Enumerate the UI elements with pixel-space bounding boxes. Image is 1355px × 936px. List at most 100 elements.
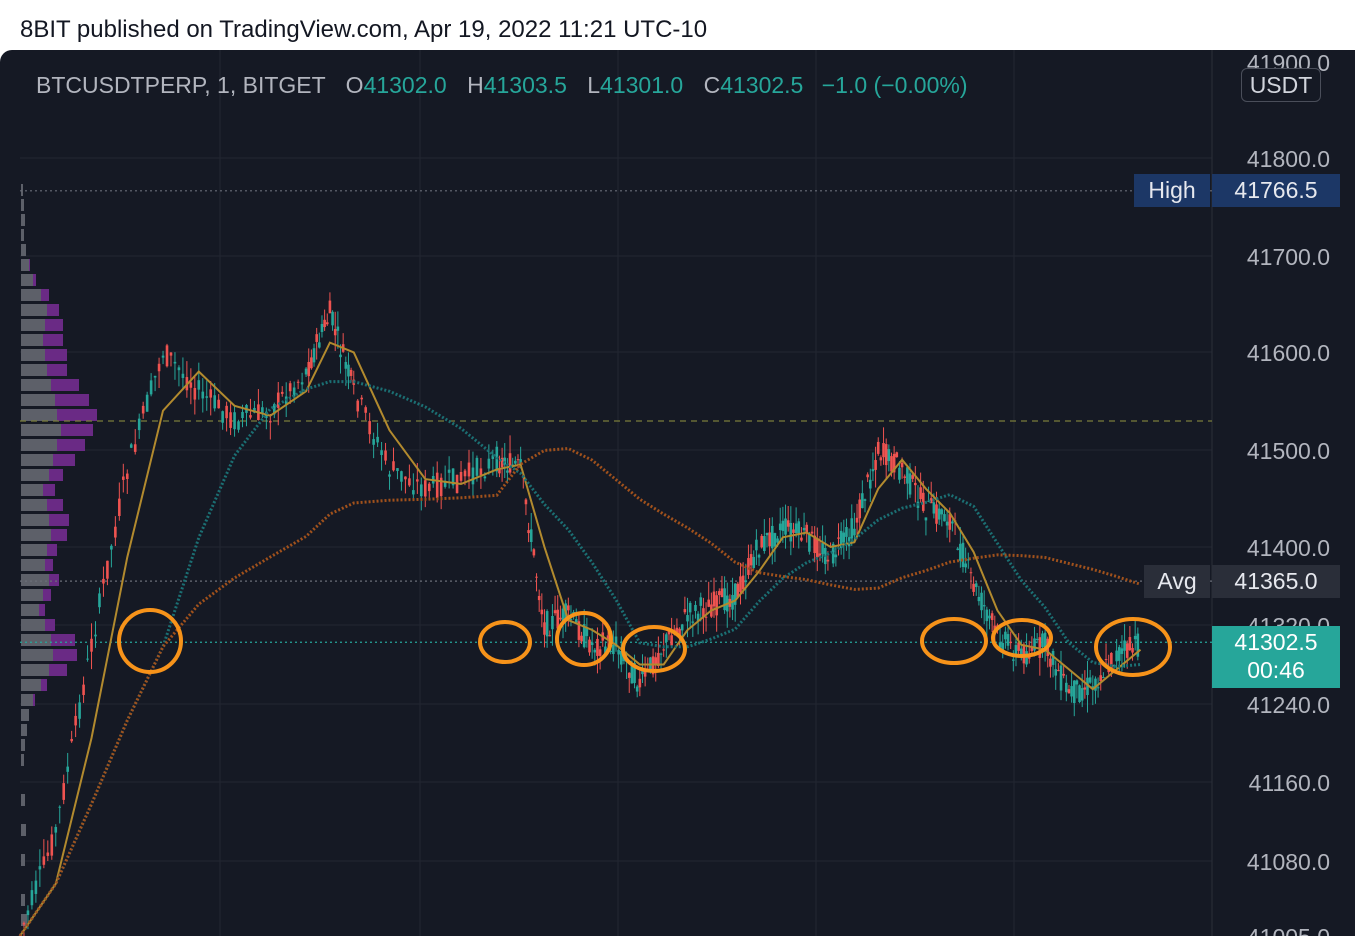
candle-body xyxy=(969,572,973,574)
candle-body xyxy=(312,348,316,363)
candle-body xyxy=(574,619,578,623)
candle-body xyxy=(556,609,560,629)
volume-profile-bar xyxy=(21,379,51,391)
chart-pane[interactable] xyxy=(0,50,1355,936)
candle-body xyxy=(90,638,93,652)
candle-body xyxy=(42,856,46,865)
volume-profile-bar xyxy=(61,424,93,436)
candle-body xyxy=(1035,638,1039,640)
candle-body xyxy=(217,399,220,409)
candle-body xyxy=(686,615,689,622)
candle-body xyxy=(1088,677,1092,683)
candle-body xyxy=(821,543,824,555)
candle-body xyxy=(842,532,846,543)
candle-body xyxy=(82,684,85,696)
candle-body xyxy=(633,663,636,684)
candle-body xyxy=(1051,650,1055,665)
volume-profile-bar xyxy=(21,184,23,196)
volume-profile-bar xyxy=(51,529,67,541)
candle-body xyxy=(1123,640,1126,651)
candle-body xyxy=(483,476,487,479)
candle-body xyxy=(1041,633,1044,647)
volume-profile-bar xyxy=(45,619,55,631)
candle-body xyxy=(364,407,367,413)
volume-profile-bar xyxy=(51,379,79,391)
candle-body xyxy=(548,635,552,637)
candle-body xyxy=(110,545,113,550)
candle-body xyxy=(569,618,573,620)
candle-body xyxy=(747,558,750,575)
volume-profile-bar xyxy=(21,854,25,866)
candle-body xyxy=(304,368,308,375)
candle-body xyxy=(773,533,777,547)
candle-body xyxy=(927,500,930,502)
candle-body xyxy=(752,556,756,568)
candle-body xyxy=(1017,642,1020,651)
candle-body xyxy=(333,329,337,336)
candle-body xyxy=(241,411,244,419)
candle-body xyxy=(551,616,554,630)
candle-body xyxy=(137,418,141,431)
candle-body xyxy=(868,479,872,489)
candle-body xyxy=(921,492,925,511)
candle-body xyxy=(479,468,483,476)
volume-profile-bar xyxy=(21,244,26,256)
currency-unit-button[interactable]: USDT xyxy=(1241,68,1321,102)
candle-body xyxy=(1009,641,1012,644)
price-tick-label: 41160.0 xyxy=(1249,770,1330,796)
candle-body xyxy=(356,400,360,412)
candle-body xyxy=(964,563,967,568)
candle-body xyxy=(318,342,321,348)
candle-body xyxy=(1012,659,1015,661)
candle-body xyxy=(325,322,329,325)
candle-body xyxy=(892,453,896,473)
candle-body xyxy=(1083,687,1087,690)
candle-body xyxy=(794,523,798,534)
candle-body xyxy=(292,387,296,397)
volume-profile-bar xyxy=(21,364,47,376)
candle-body xyxy=(129,444,133,448)
candle-body xyxy=(943,514,946,522)
candle-body xyxy=(300,382,304,385)
candle-body xyxy=(529,529,533,543)
candle-body xyxy=(680,624,684,631)
symbol-label: BTCUSDTPERP, 1, BITGET xyxy=(36,72,326,98)
volume-profile-bar xyxy=(21,289,41,301)
candle-body xyxy=(853,528,856,536)
candle-body xyxy=(491,455,495,459)
candle-body xyxy=(1128,637,1132,651)
candle-body xyxy=(895,452,899,458)
volume-profile-bar xyxy=(21,709,29,721)
candle-body xyxy=(818,553,822,557)
candle-body xyxy=(400,471,403,482)
volume-profile-bar xyxy=(21,739,25,751)
highlight-circle xyxy=(117,608,183,674)
candle-body xyxy=(908,473,912,495)
candle-body xyxy=(404,476,407,480)
candle-body xyxy=(201,391,205,399)
candle-body xyxy=(744,580,748,583)
candle-body xyxy=(786,520,790,527)
candle-body xyxy=(26,910,30,916)
candle-body xyxy=(866,474,869,478)
candle-body xyxy=(307,361,311,377)
candle-body xyxy=(487,458,491,469)
low-label: L xyxy=(587,72,601,98)
candle-body xyxy=(106,560,109,579)
candle-body xyxy=(74,715,77,726)
candle-body xyxy=(315,334,318,342)
volume-profile-bar xyxy=(21,649,53,661)
candle-body xyxy=(169,352,173,356)
volume-profile-bar xyxy=(21,409,57,421)
candle-body xyxy=(416,479,419,482)
candle-body xyxy=(537,595,541,601)
candle-body xyxy=(802,527,806,531)
candle-body xyxy=(177,367,181,371)
volume-profile-bar xyxy=(55,394,89,406)
candle-body xyxy=(372,439,375,445)
candle-body xyxy=(985,609,989,622)
candle-body xyxy=(1115,650,1118,662)
candle-body xyxy=(1070,686,1073,697)
candle-body xyxy=(837,537,840,539)
